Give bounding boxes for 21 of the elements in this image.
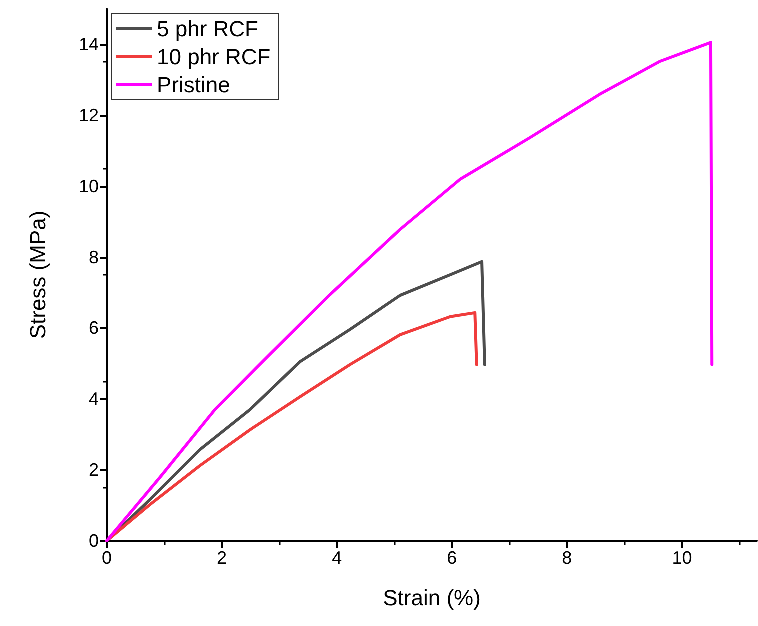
- y-tick-label: 6: [88, 318, 99, 338]
- legend-label: 5 phr RCF: [157, 16, 258, 42]
- legend-label: Pristine: [157, 72, 230, 98]
- legend-label: 10 phr RCF: [157, 44, 271, 70]
- x-tick-label: 8: [562, 548, 572, 568]
- line-series: [106, 311, 478, 542]
- y-tick-label: 12: [78, 105, 99, 126]
- x-tick-label: 6: [447, 548, 458, 568]
- x-tick-label: 4: [332, 548, 342, 568]
- x-tick-label: 10: [672, 548, 692, 568]
- x-tick-label: 0: [102, 548, 112, 568]
- y-tick-label: 10: [78, 176, 99, 196]
- y-tick-label: 14: [78, 34, 99, 54]
- y-tick-label: 4: [88, 389, 99, 410]
- line-series: [106, 41, 714, 542]
- y-tick-label: 2: [88, 460, 99, 480]
- x-axis-title: Strain (%): [383, 586, 481, 610]
- x-tick-label: 2: [217, 548, 228, 568]
- y-tick-label: 0: [88, 531, 99, 551]
- y-tick-label: 8: [88, 247, 99, 268]
- y-axis-title: Stress (MPa): [26, 210, 50, 340]
